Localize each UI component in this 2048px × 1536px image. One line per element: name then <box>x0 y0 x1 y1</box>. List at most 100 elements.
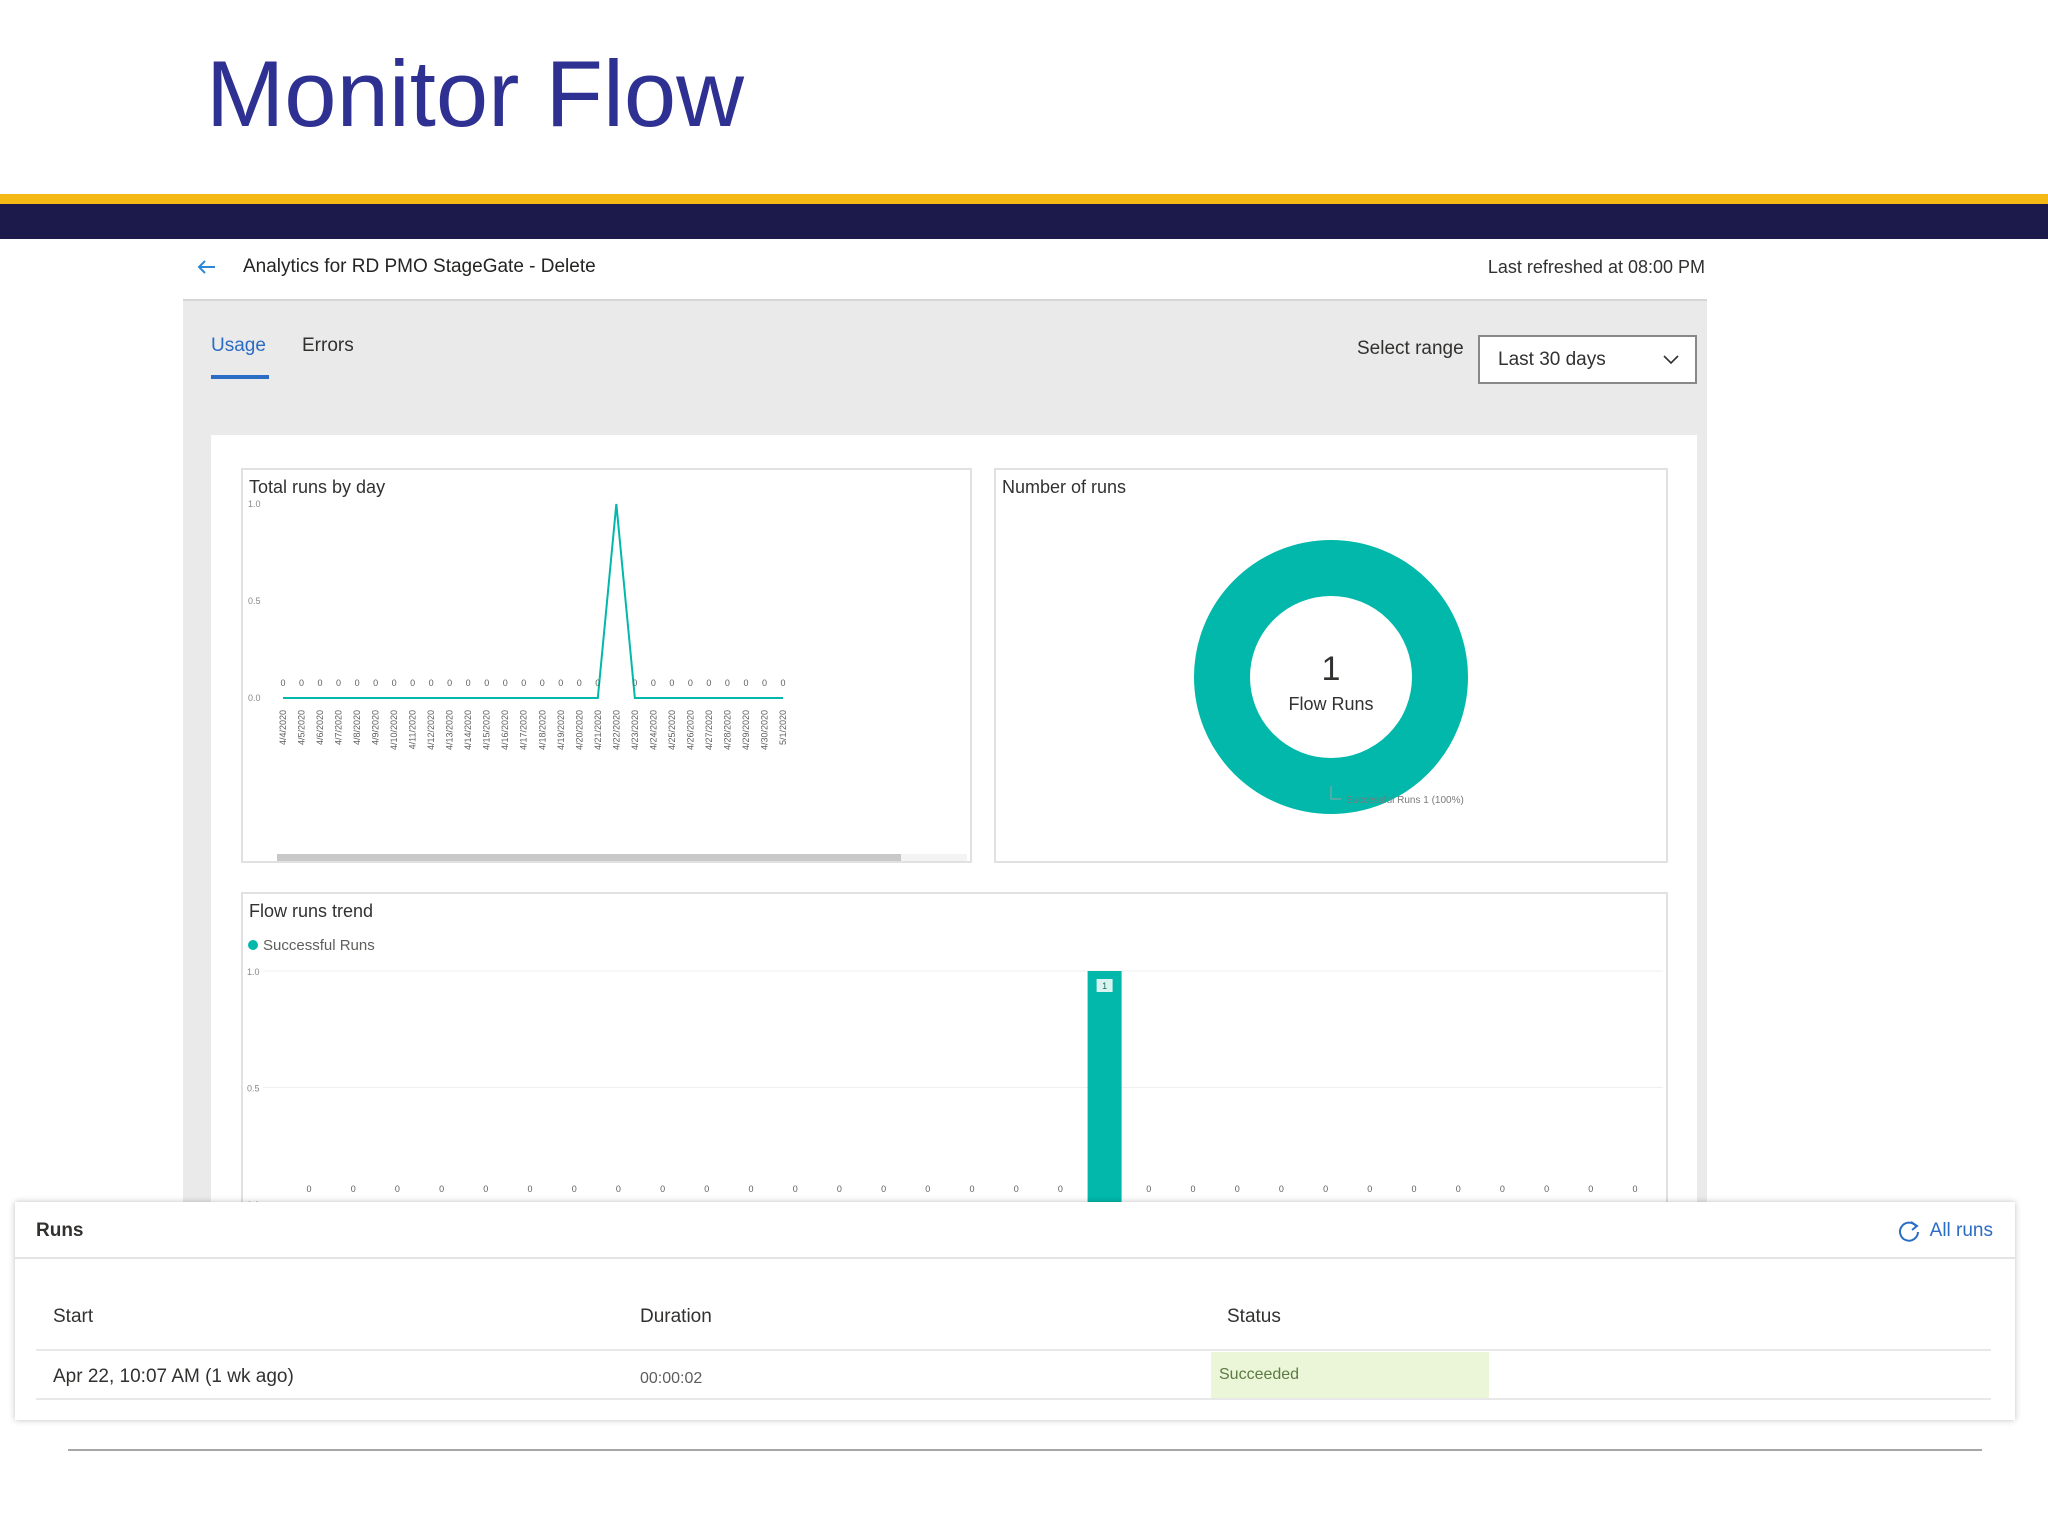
column-start[interactable]: Start <box>53 1306 94 1327</box>
legend-label[interactable]: Successful Runs <box>263 937 375 954</box>
scrollbar-thumb[interactable] <box>277 854 901 861</box>
bar-successful-runs <box>1087 971 1122 1204</box>
x-tick-label: 4/14/2020 <box>463 710 473 750</box>
navy-band <box>0 204 2048 239</box>
data-label: 0 <box>780 678 785 688</box>
data-label: 0 <box>925 1184 930 1194</box>
x-tick-label: 5/1/2020 <box>778 710 788 745</box>
runs-header: Runs All runs <box>15 1202 2015 1259</box>
data-label: 0 <box>395 1184 400 1194</box>
data-label: 0 <box>1500 1184 1505 1194</box>
data-label: 0 <box>688 678 693 688</box>
data-label: 0 <box>1323 1184 1328 1194</box>
data-label: 0 <box>669 678 674 688</box>
runs-title: Runs <box>36 1220 84 1241</box>
duration-value: 00:00:02 <box>640 1370 703 1387</box>
all-runs-link[interactable]: All runs <box>1896 1216 1993 1246</box>
data-label: 0 <box>748 1184 753 1194</box>
x-tick-label: 4/7/2020 <box>334 710 344 745</box>
data-label: 0 <box>1588 1184 1593 1194</box>
x-tick-label: 4/15/2020 <box>482 710 492 750</box>
data-label: 0 <box>577 678 582 688</box>
x-tick-label: 4/26/2020 <box>685 710 695 750</box>
slide-title: Monitor Flow <box>206 41 745 146</box>
number-of-runs-title: Number of runs <box>1002 477 1127 497</box>
data-label: 0 <box>521 678 526 688</box>
data-label: 0 <box>743 678 748 688</box>
dashboard-panel: Total runs by day 1.0 0.5 0.0 0 4/4/2020 0 4/5… <box>211 435 1697 1204</box>
x-tick-label: 4/29/2020 <box>741 710 751 750</box>
analytics-content: Usage Errors Select range Last 30 days T… <box>183 301 1707 1204</box>
number-of-runs-card: Number of runs 1 Flow Runs Successful Ru… <box>994 468 1668 863</box>
x-tick-label: 4/20/2020 <box>574 710 584 750</box>
data-label: 0 <box>527 1184 532 1194</box>
x-tick-label: 4/4/2020 <box>278 710 288 745</box>
data-label: 0 <box>837 1184 842 1194</box>
x-tick-label: 4/12/2020 <box>426 710 436 750</box>
x-tick-label: 4/18/2020 <box>537 710 547 750</box>
x-tick-label: 4/13/2020 <box>445 710 455 750</box>
runs-panel: Runs All runs Start Duration Status Succ… <box>15 1202 2015 1420</box>
data-label: 0 <box>280 678 285 688</box>
analytics-title: Analytics for RD PMO StageGate - Delete <box>243 256 596 277</box>
data-label: 0 <box>704 1184 709 1194</box>
data-label: 0 <box>1367 1184 1372 1194</box>
last-refreshed: Last refreshed at 08:00 PM <box>1487 257 1705 277</box>
x-tick-label: 4/21/2020 <box>593 710 603 750</box>
x-tick-label: 4/27/2020 <box>704 710 714 750</box>
column-status[interactable]: Status <box>1227 1306 1281 1327</box>
total-runs-card: Total runs by day 1.0 0.5 0.0 0 4/4/2020 0 4/5… <box>241 468 972 863</box>
x-tick-label: 4/11/2020 <box>408 710 418 749</box>
donut-center-label: Flow Runs <box>1288 694 1373 714</box>
tab-usage[interactable]: Usage <box>211 335 266 356</box>
refresh-icon <box>1898 1221 1919 1242</box>
column-duration[interactable]: Duration <box>640 1306 712 1327</box>
status-value: Succeeded <box>1219 1366 1300 1383</box>
data-label: 0 <box>410 678 415 688</box>
data-label: 0 <box>373 678 378 688</box>
y-tick-label: 1.0 <box>248 499 261 509</box>
range-dropdown[interactable]: Last 30 days <box>1478 335 1697 384</box>
status-badge: Succeeded <box>1211 1352 1489 1398</box>
data-label: 0 <box>484 678 489 688</box>
active-tab-indicator <box>211 375 269 379</box>
series-line-total-runs <box>283 503 783 699</box>
donut-center-value: 1 <box>1322 650 1341 688</box>
data-label: 0 <box>355 678 360 688</box>
data-label: 0 <box>1014 1184 1019 1194</box>
data-label: 0 <box>306 1184 311 1194</box>
data-label: 0 <box>466 678 471 688</box>
x-tick-label: 4/10/2020 <box>389 710 399 750</box>
data-label: 0 <box>725 678 730 688</box>
data-label: 0 <box>616 1184 621 1194</box>
x-tick-label: 4/28/2020 <box>722 710 732 750</box>
y-tick-label: 0.5 <box>247 1084 260 1094</box>
data-label: 0 <box>881 1184 886 1194</box>
flow-runs-trend-chart: Successful Runs 1.00.50.0000000000000000… <box>247 937 1663 1204</box>
x-tick-label: 4/17/2020 <box>519 710 529 750</box>
data-label: 0 <box>1632 1184 1637 1194</box>
x-tick-label: 4/16/2020 <box>500 710 510 750</box>
back-arrow-icon[interactable] <box>193 253 221 281</box>
data-label: 0 <box>1058 1184 1063 1194</box>
all-runs-label: All runs <box>1929 1220 1993 1241</box>
data-label: 0 <box>1411 1184 1416 1194</box>
data-label: 0 <box>660 1184 665 1194</box>
x-tick-label: 4/6/2020 <box>315 710 325 745</box>
x-tick-label: 4/30/2020 <box>759 710 769 750</box>
tab-errors[interactable]: Errors <box>302 335 354 356</box>
data-label: 0 <box>651 678 656 688</box>
data-label: 0 <box>336 678 341 688</box>
data-label: 0 <box>483 1184 488 1194</box>
x-tick-label: 4/9/2020 <box>371 710 381 745</box>
y-tick-label: 1.0 <box>247 967 260 977</box>
data-label: 0 <box>318 678 323 688</box>
y-tick-label: 0.0 <box>248 693 261 703</box>
bottom-rule <box>68 1449 1982 1451</box>
data-label: 0 <box>762 678 767 688</box>
data-label: 0 <box>392 678 397 688</box>
analytics-window: Analytics for RD PMO StageGate - Delete … <box>183 239 1707 1204</box>
number-of-runs-chart: 1 Flow Runs Successful Runs 1 (100%) <box>1194 540 1468 814</box>
x-tick-label: 4/19/2020 <box>556 710 566 750</box>
x-tick-label: 4/5/2020 <box>297 710 307 745</box>
